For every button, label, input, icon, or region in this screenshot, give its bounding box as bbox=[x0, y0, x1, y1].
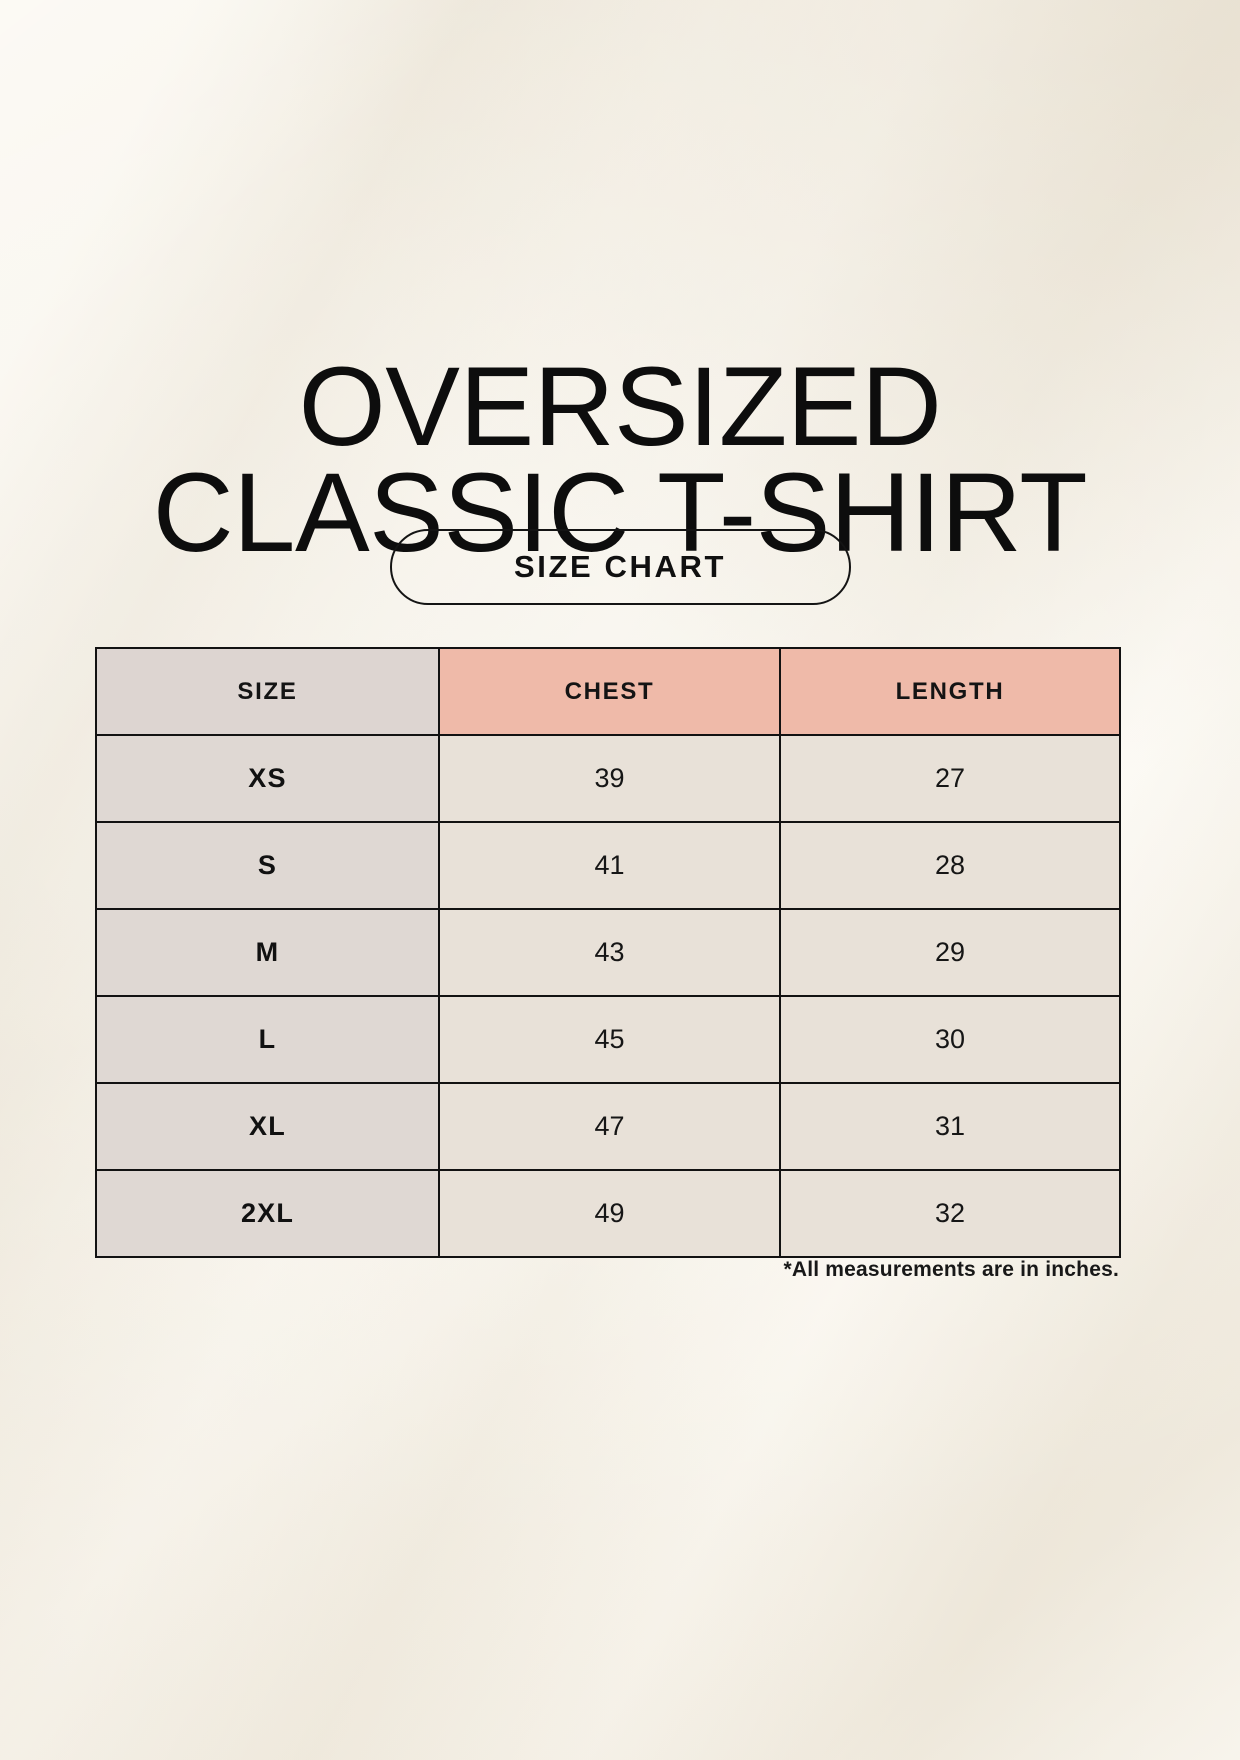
cell-length: 27 bbox=[779, 734, 1121, 823]
cell-size: L bbox=[95, 995, 440, 1084]
cell-chest: 41 bbox=[438, 821, 781, 910]
cell-length: 30 bbox=[779, 995, 1121, 1084]
table-row: XL 47 31 bbox=[95, 1082, 1121, 1171]
cell-size: S bbox=[95, 821, 440, 910]
table-header: SIZE CHEST LENGTH bbox=[95, 647, 1121, 736]
size-chart-badge: SIZE CHART bbox=[389, 529, 851, 605]
badge-row: SIZE CHART bbox=[0, 529, 1240, 605]
cell-chest: 45 bbox=[438, 995, 781, 1084]
table-body: XS 39 27 S 41 28 M 43 29 L 45 30 XL 47 bbox=[95, 734, 1121, 1258]
table-row: M 43 29 bbox=[95, 908, 1121, 997]
cell-chest: 39 bbox=[438, 734, 781, 823]
table-row: XS 39 27 bbox=[95, 734, 1121, 823]
cell-size: XS bbox=[95, 734, 440, 823]
page-title-line-1: OVERSIZED bbox=[298, 344, 942, 470]
column-header-size: SIZE bbox=[95, 647, 440, 736]
table-row: 2XL 49 32 bbox=[95, 1169, 1121, 1258]
column-header-chest: CHEST bbox=[438, 647, 781, 736]
cell-chest: 47 bbox=[438, 1082, 781, 1171]
cell-length: 32 bbox=[779, 1169, 1121, 1258]
measurement-footnote: *All measurements are in inches. bbox=[783, 1258, 1119, 1281]
cell-size: 2XL bbox=[95, 1169, 440, 1258]
cell-length: 28 bbox=[779, 821, 1121, 910]
cell-length: 31 bbox=[779, 1082, 1121, 1171]
cell-size: XL bbox=[95, 1082, 440, 1171]
column-header-length: LENGTH bbox=[779, 647, 1121, 736]
cell-chest: 49 bbox=[438, 1169, 781, 1258]
size-chart-badge-label: SIZE CHART bbox=[514, 549, 726, 584]
cell-length: 29 bbox=[779, 908, 1121, 997]
table-row: L 45 30 bbox=[95, 995, 1121, 1084]
table-header-row: SIZE CHEST LENGTH bbox=[95, 647, 1121, 736]
page-title: OVERSIZED CLASSIC T-SHIRT bbox=[0, 344, 1240, 569]
cell-size: M bbox=[95, 908, 440, 997]
size-chart-poster: OVERSIZED CLASSIC T-SHIRT SIZE CHART SIZ… bbox=[0, 344, 1240, 1281]
table-row: S 41 28 bbox=[95, 821, 1121, 910]
size-chart-table: SIZE CHEST LENGTH XS 39 27 S 41 28 M 43 … bbox=[95, 647, 1121, 1258]
cell-chest: 43 bbox=[438, 908, 781, 997]
